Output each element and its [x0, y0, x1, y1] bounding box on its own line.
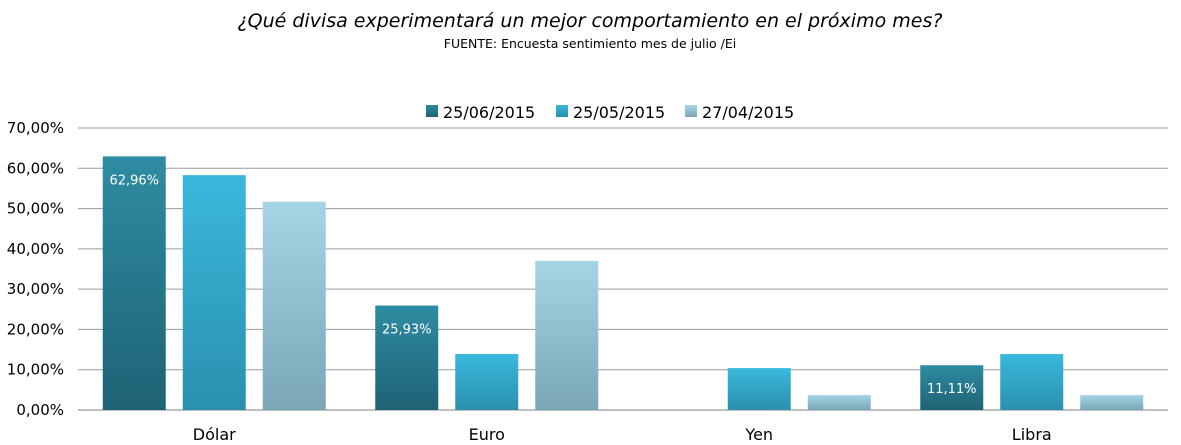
y-tick-label: 20,00%	[7, 320, 64, 338]
bar	[727, 368, 791, 410]
y-tick-label: 30,00%	[7, 280, 64, 298]
bars: 62,96% Dólar 25,93% Euro Yen 11,11% Libra	[102, 156, 1144, 444]
x-category-label: Libra	[1012, 425, 1052, 444]
y-tick-label: 40,00%	[7, 240, 64, 258]
x-category-label: Euro	[469, 425, 505, 444]
chart-subtitle: FUENTE: Encuesta sentimiento mes de juli…	[444, 36, 736, 51]
y-tick-label: 0,00%	[16, 401, 64, 419]
data-label: 11,11%	[927, 382, 977, 397]
bar	[455, 354, 519, 410]
bar	[535, 260, 599, 410]
bar	[102, 156, 166, 410]
bar	[920, 365, 984, 410]
legend: 25/06/2015 25/05/2015 27/04/2015	[426, 103, 794, 122]
x-category-label: Dólar	[193, 425, 236, 444]
data-label: 25,93%	[382, 323, 432, 338]
legend-label: 25/06/2015	[443, 103, 535, 122]
legend-swatch	[556, 105, 568, 117]
bar	[807, 395, 871, 410]
x-category-label: Yen	[744, 425, 773, 444]
data-label: 62,96%	[109, 173, 159, 188]
chart-title: ¿Qué divisa experimentará un mejor compo…	[238, 10, 943, 32]
bar	[375, 305, 439, 410]
legend-label: 25/05/2015	[573, 103, 665, 122]
y-tick-label: 50,00%	[7, 200, 64, 218]
legend-swatch	[685, 105, 697, 117]
bar	[262, 201, 326, 410]
gridlines: 0,00% 10,00% 20,00% 30,00% 40,00% 50,00% 60,00…	[7, 119, 1168, 419]
y-tick-label: 10,00%	[7, 361, 64, 379]
y-tick-label: 70,00%	[7, 119, 64, 137]
y-tick-label: 60,00%	[7, 159, 64, 177]
bar	[1000, 354, 1064, 410]
legend-swatch	[426, 105, 438, 117]
legend-label: 27/04/2015	[702, 103, 794, 122]
bar	[182, 175, 246, 410]
bar	[1080, 395, 1144, 410]
